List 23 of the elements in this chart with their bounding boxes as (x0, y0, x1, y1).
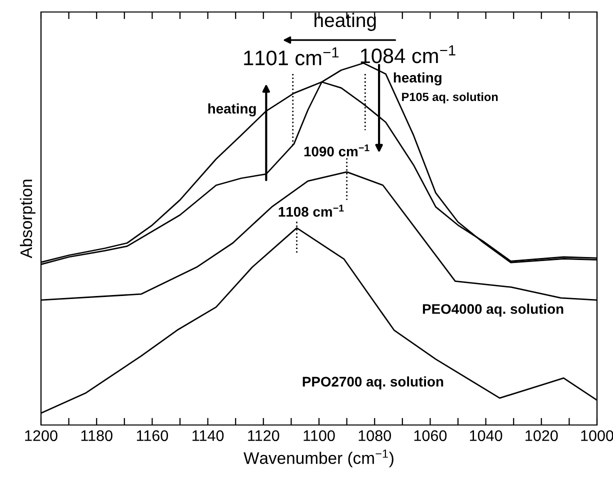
text: heating (314, 12, 376, 31)
annotation: heating (394, 72, 442, 86)
annotation: 1108 cm$^{−1}$ (278, 204, 344, 217)
y-axis-title: Absorption (20, 180, 36, 258)
x-tick-label: 1100 (304, 430, 335, 442)
x-tick-label: 1080 (358, 430, 391, 442)
annotation: heating (208, 103, 256, 116)
x-tick-label: 1120 (248, 430, 280, 442)
annotation: 1090 cm$^{−1}$ (304, 144, 370, 156)
x-tick-label: 1060 (414, 430, 447, 442)
x-tick-label: 1200 (25, 430, 58, 442)
annotation: PPO2700 aq. solution (302, 376, 444, 390)
x-tick-label: 1180 (81, 430, 112, 442)
x-tick-label: 1040 (470, 430, 502, 442)
x-tick-label: 1160 (136, 430, 168, 442)
x-axis-title: Wavenumber (cm$^{−1}$) (244, 450, 394, 468)
x-tick-label: 1000 (581, 430, 613, 442)
annotation: 1101 cm$^{−1}$ (244, 47, 339, 66)
annotation: 1084 cm$^{−1}$ (360, 45, 456, 64)
x-tick-label: 1020 (526, 430, 558, 442)
annotation: P105 aq. solution (402, 92, 498, 104)
annotation: PEO4000 aq. solution (422, 304, 564, 317)
x-tick-label: 1140 (192, 430, 224, 442)
